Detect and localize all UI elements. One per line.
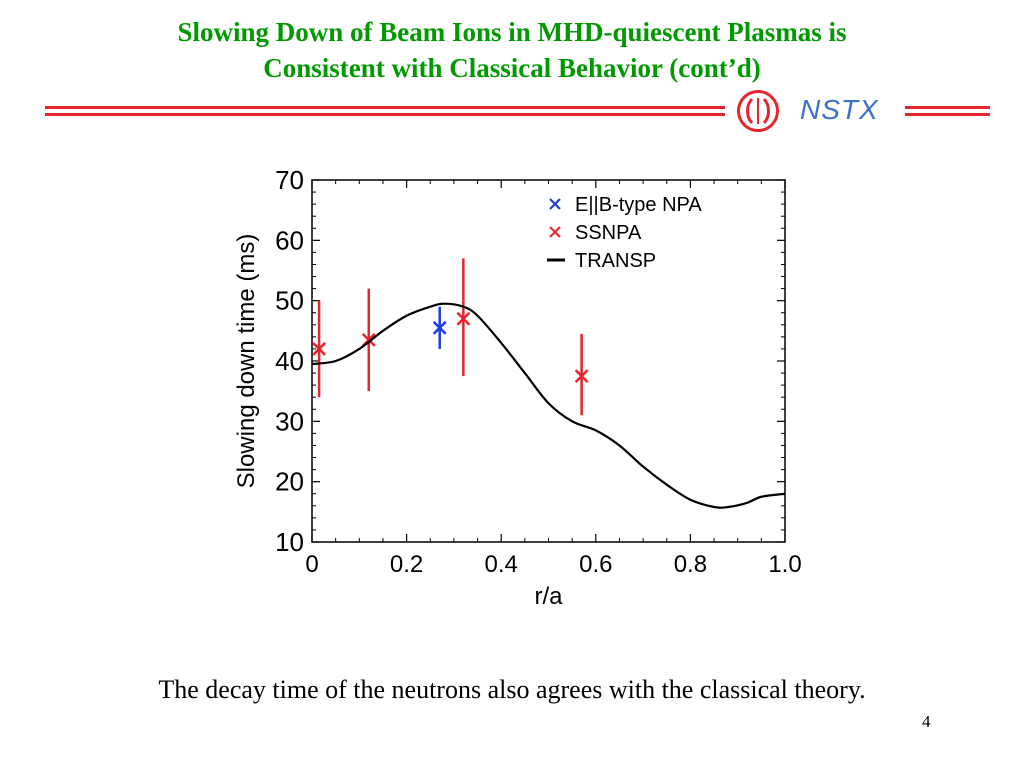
data-point-e-b-type-npa (432, 320, 447, 335)
plot-frame (311, 179, 786, 543)
legend-swatch-ssnpa (549, 226, 561, 238)
y-tick-label: 60 (275, 225, 304, 255)
x-tick-label: 0 (305, 551, 318, 578)
data-point-ssnpa (574, 369, 589, 383)
legend-label-transp: TRANSP (575, 250, 656, 272)
slide-title-line1: Slowing Down of Beam Ions in MHD-quiesce… (177, 17, 847, 47)
x-tick-label: 0.2 (390, 551, 423, 578)
data-point-ssnpa (456, 311, 471, 326)
legend-label-ssnpa: SSNPA (575, 222, 642, 244)
title-rule-right-bottom (905, 113, 990, 116)
title-rule-left-top (45, 106, 725, 109)
page-number: 4 (922, 712, 931, 731)
legend-label-e-b-type-npa: E||B-type NPA (575, 194, 702, 216)
x-tick-label: 0.8 (674, 551, 707, 578)
y-tick-label: 70 (275, 165, 304, 195)
x-tick-label: 0.4 (485, 551, 518, 578)
x-tick-label: 1.0 (768, 551, 801, 578)
nstx-logo-text: NSTX (800, 94, 879, 125)
slide-title: Slowing Down of Beam Ions in MHD-quiesce… (40, 14, 984, 86)
y-tick-label: 40 (275, 346, 304, 376)
title-rule-left-bottom (45, 113, 725, 116)
data-point-ssnpa (312, 342, 326, 356)
title-rule-right-top (905, 106, 990, 109)
y-tick-label: 30 (275, 406, 304, 436)
x-tick-label: 0.6 (579, 551, 612, 578)
x-axis-title: r/a (534, 583, 563, 610)
y-tick-label: 20 (275, 467, 304, 497)
slide-title-line2: Consistent with Classical Behavior (cont… (263, 53, 761, 83)
series-line-transp (311, 302, 786, 509)
slowing-down-time-chart: 0 0.2 0.4 0.6 0.8 1.0 10 20 30 40 50 60 70 r/a Slowing… (233, 165, 802, 610)
slide-caption: The decay time of the neutrons also agre… (158, 675, 866, 704)
y-tick-label: 50 (275, 286, 304, 316)
legend-swatch-e-b-type-npa (549, 198, 561, 210)
nstx-logo-icon (737, 90, 779, 132)
y-axis-title: Slowing down time (ms) (233, 234, 260, 489)
y-tick-label: 10 (275, 527, 304, 557)
